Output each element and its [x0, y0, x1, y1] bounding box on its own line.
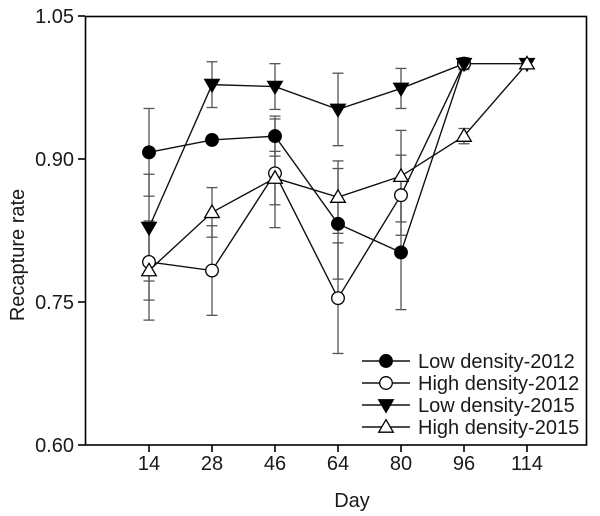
- y-tick-label: 0.90: [35, 149, 74, 171]
- legend-label-2: Low density-2015: [418, 395, 575, 417]
- data-point-s3-x64: [329, 188, 347, 203]
- data-point-s0-x80: [394, 245, 408, 260]
- data-point-s3-x96: [455, 127, 473, 142]
- series-line-0: [148, 63, 465, 254]
- error-bars: [143, 57, 470, 355]
- x-tick-label: 46: [264, 453, 286, 475]
- x-axis-title: Day: [334, 490, 370, 512]
- data-point-s2-x46: [266, 80, 284, 96]
- y-tick-label: 0.60: [35, 435, 74, 457]
- data-point-s3-x114: [518, 55, 536, 70]
- data-point-s0-x14: [142, 145, 156, 160]
- data-point-s1-x28: [205, 263, 219, 278]
- y-axis-title: Recapture rate: [7, 189, 29, 321]
- x-tick-label: 96: [453, 453, 475, 475]
- legend-label-1: High density-2012: [418, 373, 579, 395]
- data-point-s0-x46: [268, 129, 282, 144]
- data-point-s2-x96: [455, 57, 473, 73]
- data-point-s3-x14: [140, 261, 158, 277]
- x-axis-ticks: 14 28 46 64 80 96 114: [138, 445, 543, 475]
- y-tick-label: 0.75: [35, 292, 74, 314]
- x-tick-label: 114: [511, 453, 543, 475]
- data-point-s2-x64: [329, 103, 347, 119]
- x-tick-label: 28: [201, 453, 223, 475]
- data-point-s3-x80: [392, 167, 410, 183]
- data-point-s2-x28: [203, 78, 221, 94]
- legend-label-0: Low density-2012: [418, 351, 575, 373]
- data-point-s1-x80: [394, 188, 408, 203]
- data-point-s1-x64: [331, 291, 345, 306]
- plot-frame: [84, 15, 588, 446]
- data-points: [140, 55, 536, 306]
- data-point-s2-x80: [392, 82, 410, 98]
- legend-marker-0: [379, 354, 393, 368]
- data-point-s3-x46: [266, 169, 284, 184]
- data-point-s3-x28: [203, 203, 221, 219]
- legend-marker-2: [377, 399, 395, 414]
- x-tick-label: 14: [138, 453, 160, 475]
- series-line-1: [148, 63, 465, 300]
- legend-marker-3: [377, 418, 395, 433]
- legend-label-3: High density-2015: [418, 417, 579, 439]
- y-tick-label: 1.05: [35, 6, 74, 28]
- data-point-s0-x64: [331, 216, 345, 231]
- x-tick-label: 64: [327, 453, 349, 475]
- data-point-s0-x28: [205, 132, 219, 147]
- legend-marker-1: [379, 376, 393, 390]
- data-point-s2-x14: [140, 221, 158, 237]
- y-axis-ticks: 0.60 0.75 0.90 1.05: [35, 6, 85, 457]
- x-tick-label: 80: [390, 453, 412, 475]
